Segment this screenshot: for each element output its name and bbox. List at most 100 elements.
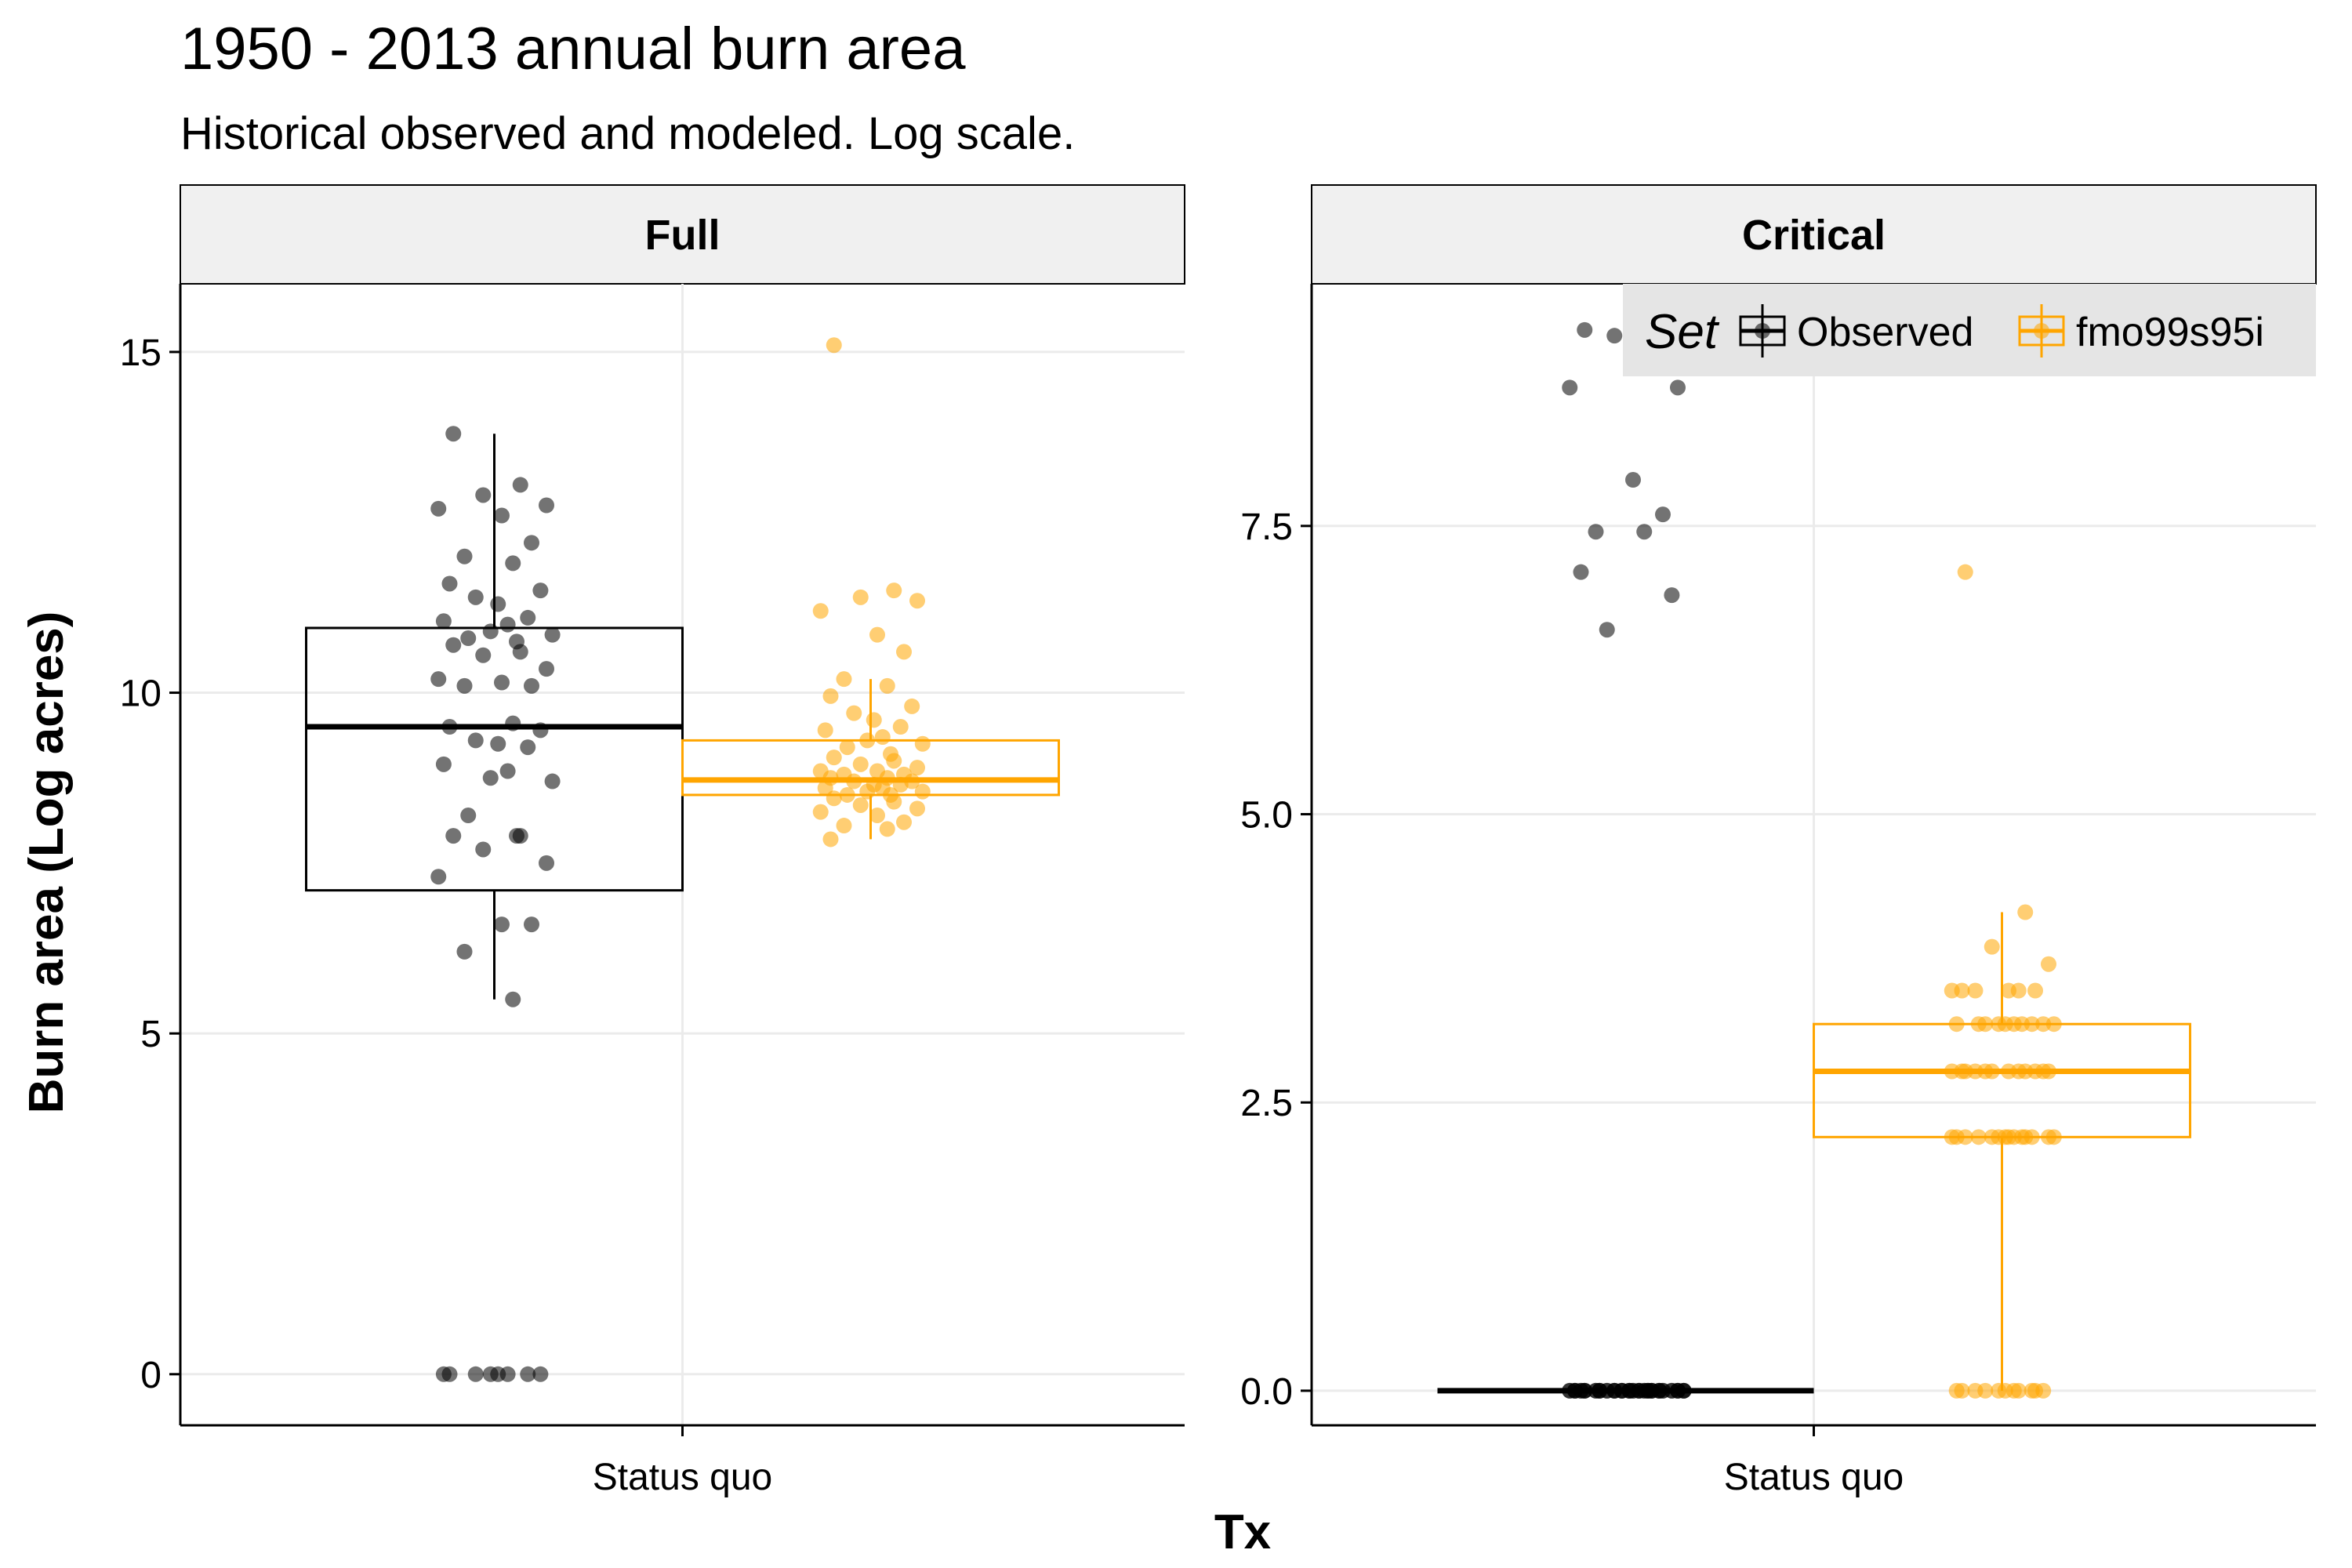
data-point [512,828,528,844]
data-point [914,735,931,752]
data-point [886,583,902,599]
y-tick-label: 7.5 [1240,506,1293,548]
data-point [846,705,862,721]
data-point [896,814,912,830]
data-point [2035,1063,2052,1080]
box [305,626,684,892]
data-point [544,773,561,789]
data-point [886,753,902,769]
data-point [1954,982,1970,999]
data-point [1599,622,1615,638]
data-point [2017,1129,2034,1145]
data-point [1948,1382,1965,1399]
data-point [524,535,539,551]
data-point [2045,1016,2062,1033]
data-point [544,626,561,643]
legend-background [1623,284,2316,376]
data-point [494,674,510,691]
data-point [482,623,499,640]
data-point [435,756,452,772]
data-point [1957,564,1973,580]
strip-label-critical: Critical [1742,212,1886,259]
data-point [512,644,528,660]
y-tick-label: 0 [140,1355,162,1396]
data-point [1573,564,1589,580]
data-point [1577,1382,1593,1399]
y-tick-label: 0.0 [1240,1371,1293,1413]
data-point [852,756,869,772]
series-fmo99s95i [1813,564,2191,1399]
strip-label-full: Full [645,212,720,259]
data-point [812,603,829,619]
data-point [445,828,462,844]
data-point [520,739,536,756]
data-point [460,630,477,647]
y-tick-label: 5.0 [1240,795,1293,837]
data-point [1606,1382,1623,1399]
data-point [1592,1382,1608,1399]
data-point [817,722,833,739]
data-point [1655,506,1671,523]
data-point [2014,1016,2030,1033]
data-point [539,661,554,677]
data-point [524,916,539,933]
data-point [1970,1129,1987,1145]
data-point [1991,1016,2007,1033]
legend-label-fmo99s95i: fmo99s95i [2076,310,2264,355]
data-point [490,735,506,752]
data-point [909,800,925,817]
data-point [2017,904,2034,920]
data-point [1944,1129,1960,1145]
data-point [494,507,510,524]
data-point [1606,328,1623,344]
data-point [826,750,842,766]
data-point [467,589,484,605]
data-point [1957,1129,1973,1145]
data-point [512,477,528,493]
data-point [539,855,554,871]
data-point [430,671,447,688]
data-point [532,1366,549,1382]
data-point [475,841,492,858]
data-point [826,790,842,807]
data-point [892,719,909,735]
y-tick-label: 2.5 [1240,1083,1293,1124]
data-point [482,770,499,786]
data-point [1984,1129,2000,1145]
strip-full [180,184,1185,285]
data-point [539,497,554,514]
y-tick-label: 10 [120,673,162,715]
data-point [1977,1382,1994,1399]
data-point [2027,982,2043,999]
data-point [896,644,912,660]
data-point [1991,1382,2007,1399]
data-point [1967,982,1984,999]
data-point [869,808,885,824]
chart-subtitle: Historical observed and modeled. Log sca… [180,108,1075,159]
x-tick-label: Status quo [1724,1457,1904,1498]
data-point [812,804,829,820]
data-point [445,637,462,653]
data-point [1664,587,1680,604]
data-point [499,616,516,633]
data-point [475,647,492,663]
data-point [505,991,521,1007]
data-point [456,943,473,960]
legend-label-observed: Observed [1797,310,1973,355]
data-point [499,1366,516,1382]
legend-key-observed [1739,304,1786,358]
data-point [467,732,484,749]
series-fmo99s95i [681,337,1060,848]
data-point [441,575,458,592]
data-point [2041,956,2056,972]
data-point [904,698,920,714]
data-point [866,712,882,728]
y-tick-label: 15 [120,332,162,374]
legend-title: Set [1645,305,1720,359]
data-point [445,426,462,442]
legend: Set Observed fmo99s95i [1623,284,2316,376]
data-point [852,589,869,605]
series-observed [1437,321,1814,1399]
data-point [1970,1016,1987,1033]
